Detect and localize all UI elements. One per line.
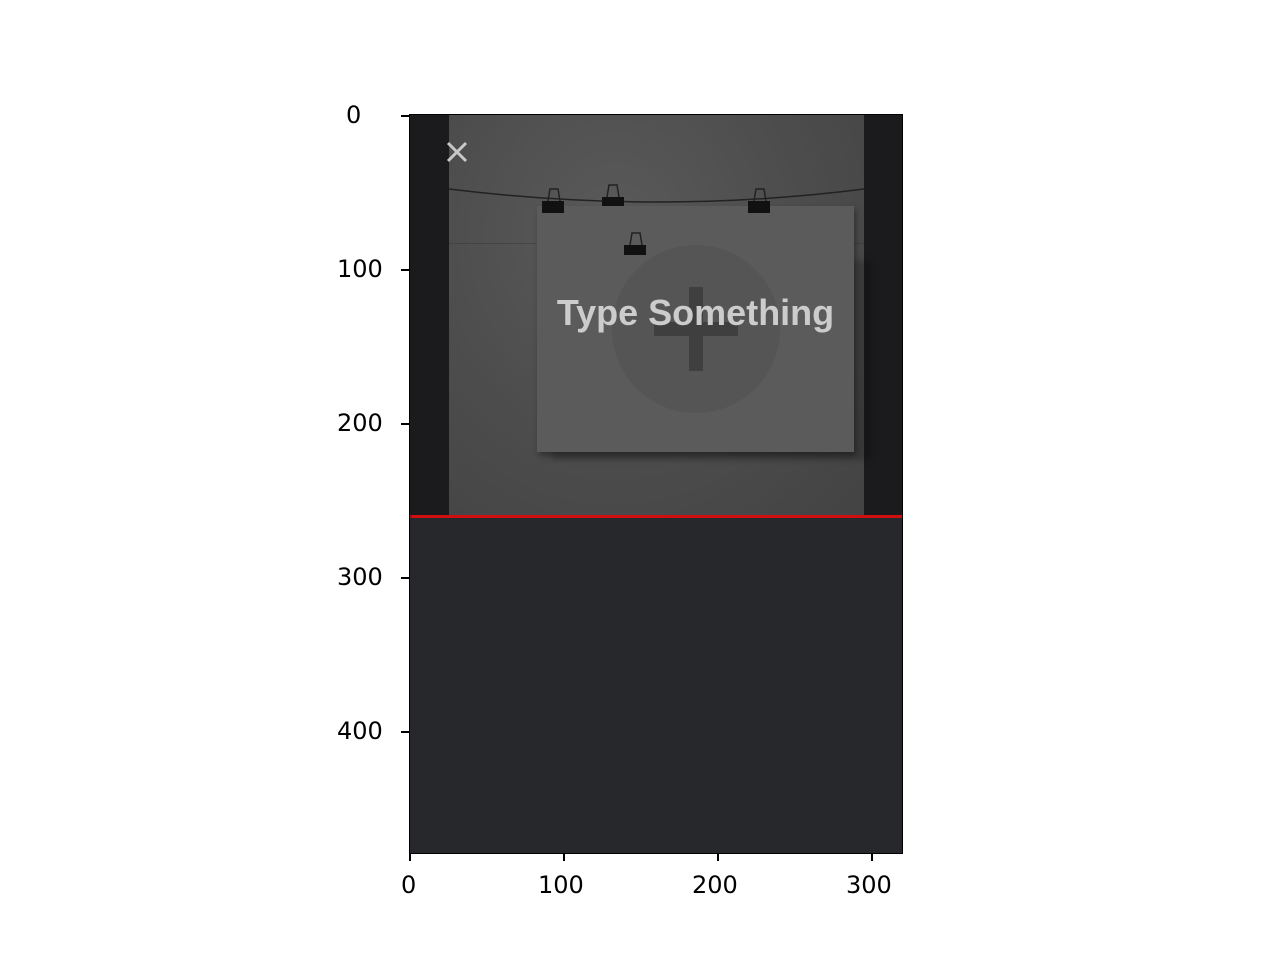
app-header-area: Type Something <box>410 115 902 515</box>
note-card[interactable]: Type Something <box>537 206 854 452</box>
y-tick-label: 300 <box>337 563 383 591</box>
y-tick <box>401 269 409 271</box>
y-tick <box>401 423 409 425</box>
x-tick-label: 300 <box>846 871 892 899</box>
close-icon[interactable] <box>444 139 470 165</box>
y-tick <box>401 115 409 117</box>
x-tick <box>563 853 565 861</box>
x-tick-label: 100 <box>538 871 584 899</box>
divider-line <box>410 515 902 518</box>
y-tick <box>401 731 409 733</box>
plus-icon-bar <box>654 322 738 336</box>
binder-clip-left-icon <box>624 232 646 255</box>
binder-clip-right-shape <box>748 188 770 213</box>
y-tick <box>401 577 409 579</box>
type-something-prompt[interactable]: Type Something <box>556 292 835 333</box>
x-tick <box>717 853 719 861</box>
content-panel[interactable] <box>410 518 902 853</box>
x-tick-label: 0 <box>401 871 417 899</box>
y-tick-label: 100 <box>337 255 383 283</box>
x-tick <box>409 853 411 861</box>
wall-background: Type Something <box>449 115 872 515</box>
plot-area: Type Something <box>410 115 902 853</box>
clips-layer <box>624 232 646 255</box>
clothesline-string <box>449 188 864 203</box>
right-clip-layer <box>542 188 770 213</box>
y-tick-label: 200 <box>337 409 383 437</box>
y-tick-label: 0 <box>346 101 362 129</box>
binder-clip-left-shape <box>542 188 564 213</box>
y-tick-label: 400 <box>337 717 383 745</box>
x-tick <box>871 853 873 861</box>
x-tick-label: 200 <box>692 871 738 899</box>
